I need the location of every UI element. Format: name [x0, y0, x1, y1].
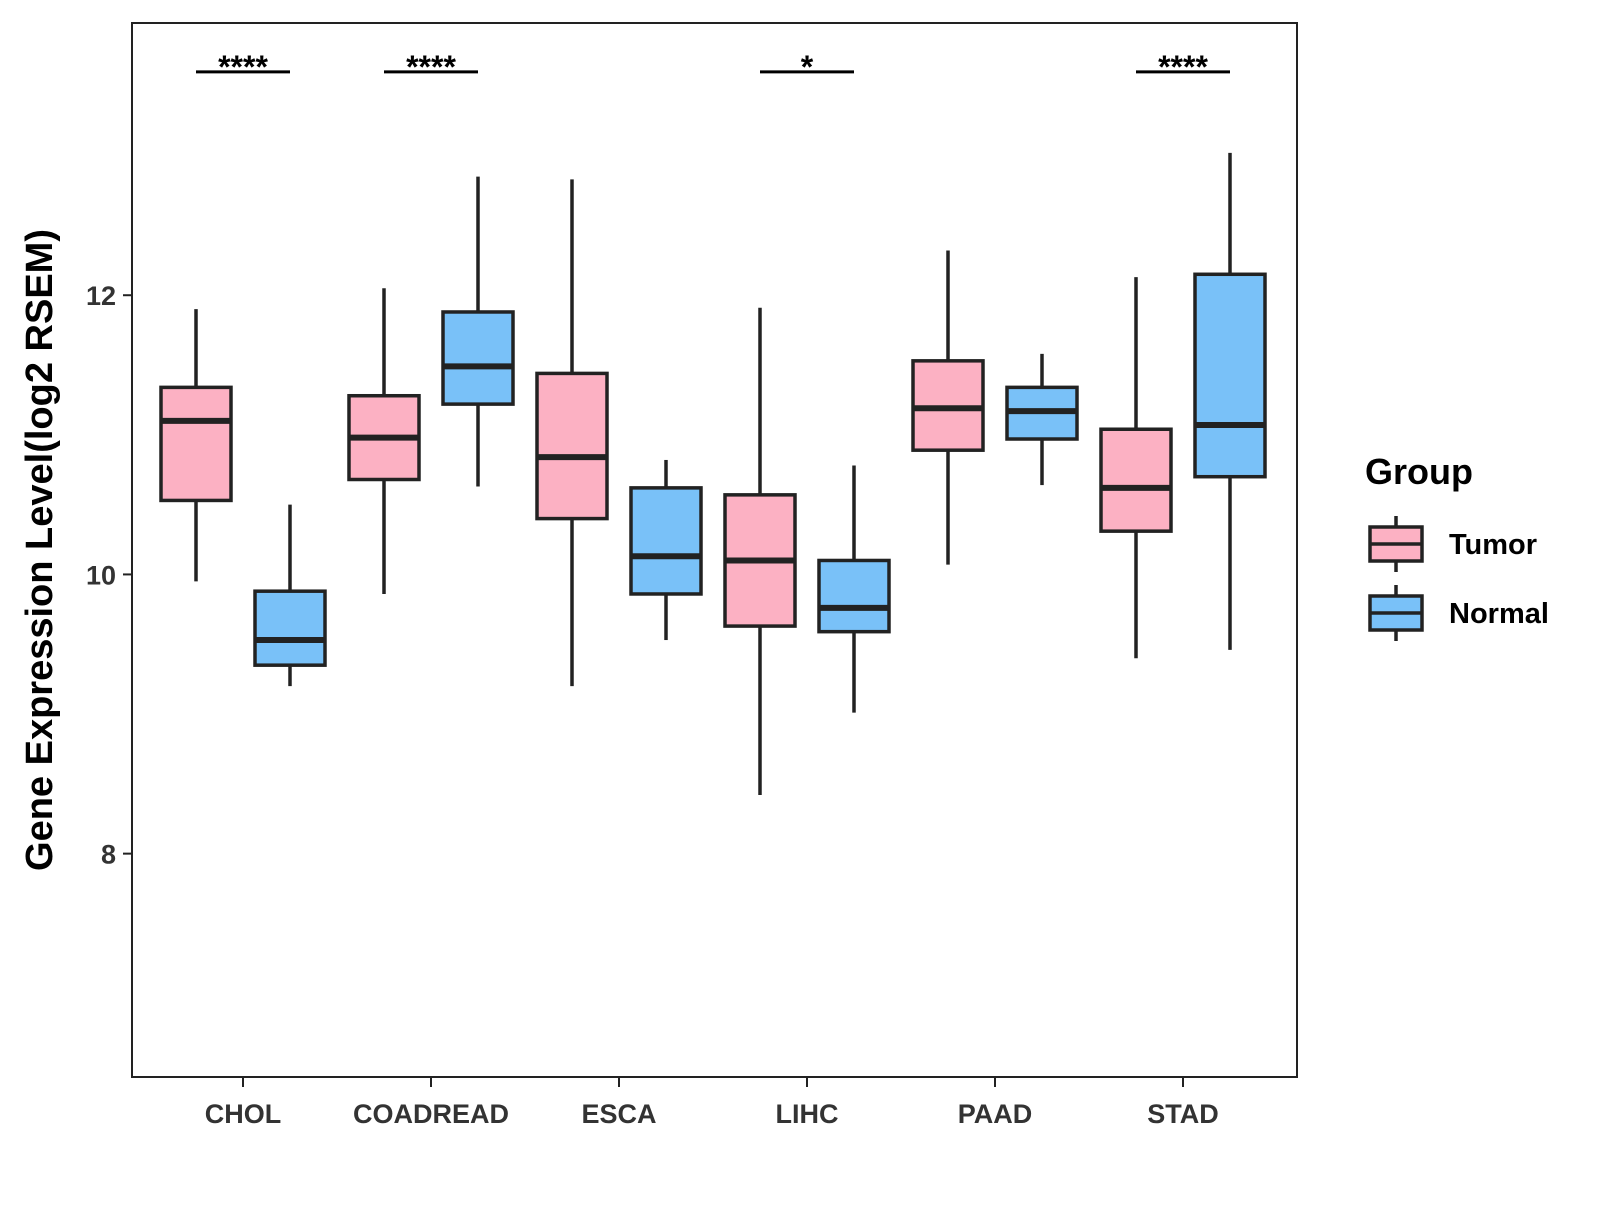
- x-tick-label: CHOL: [205, 1099, 282, 1129]
- box-normal-coadread: [441, 176, 515, 487]
- box-iqr: [817, 558, 891, 634]
- box-tumor-lihc: [723, 307, 797, 796]
- box-iqr: [159, 385, 233, 503]
- box-normal-paad: [1005, 353, 1079, 486]
- significance-label: *: [801, 49, 814, 85]
- box-tumor-coadread: [347, 288, 421, 594]
- box-tumor-esca: [535, 179, 609, 687]
- box-series: [159, 152, 1267, 796]
- box-normal-esca: [629, 459, 703, 641]
- box-iqr: [1099, 427, 1173, 533]
- box-normal-lihc: [817, 465, 891, 713]
- box-tumor-paad: [911, 250, 985, 565]
- significance-label: ****: [218, 49, 268, 85]
- y-axis-title: Gene Expression Level(log2 RSEM): [19, 229, 61, 871]
- box-tumor-chol: [159, 309, 233, 582]
- box-iqr: [441, 310, 515, 406]
- x-tick-label: PAAD: [958, 1099, 1033, 1129]
- y-tick-label: 12: [86, 281, 116, 311]
- box-iqr: [1193, 272, 1267, 479]
- legend-entry-normal: Normal: [1368, 585, 1549, 641]
- significance-annotations: **** **** * ****: [196, 49, 1230, 85]
- box-normal-chol: [253, 504, 327, 687]
- x-tick-label: LIHC: [776, 1099, 839, 1129]
- legend-entry-tumor: Tumor: [1368, 516, 1537, 572]
- x-tick-label: ESCA: [581, 1099, 656, 1129]
- y-axis: 8 10 12: [86, 281, 132, 870]
- y-tick-label: 8: [101, 840, 116, 870]
- box-tumor-stad: [1099, 277, 1173, 659]
- legend-title: Group: [1365, 451, 1473, 492]
- plot-panel-border: [131, 22, 1298, 1078]
- legend: Group Tumor Normal: [1365, 451, 1549, 641]
- y-tick-label: 10: [86, 560, 116, 590]
- significance-label: ****: [406, 49, 456, 85]
- box-iqr: [535, 371, 609, 521]
- box-normal-stad: [1193, 152, 1267, 650]
- x-axis: CHOL COADREAD ESCA LIHC PAAD STAD: [205, 1077, 1219, 1129]
- box-iqr: [253, 589, 327, 667]
- significance-label: ****: [1158, 49, 1208, 85]
- box-iqr: [629, 486, 703, 596]
- legend-label: Normal: [1449, 598, 1549, 630]
- x-tick-label: STAD: [1147, 1099, 1219, 1129]
- legend-label: Tumor: [1449, 529, 1537, 561]
- x-tick-label: COADREAD: [353, 1099, 509, 1129]
